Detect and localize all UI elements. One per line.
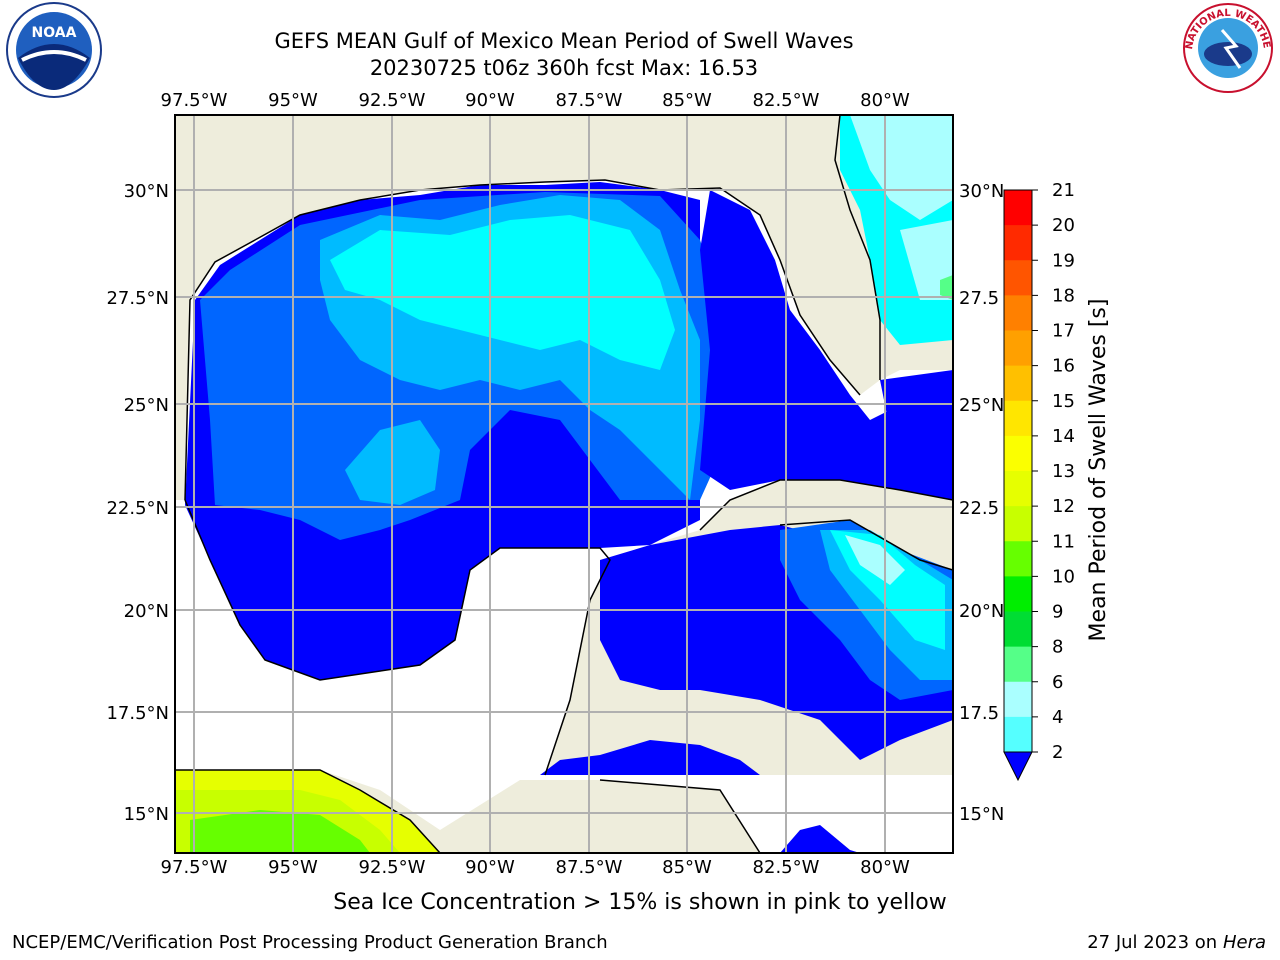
lat-label-left: 22.5°N [106,498,169,519]
svg-text:NATIONAL WEATHER SERVICE: NATIONAL WEATHER SERVICE [0,0,1272,50]
colorbar-segment [1004,541,1032,577]
lon-label-top: 92.5°W [359,90,426,111]
noaa-logo: NOAA [6,2,102,98]
lon-label-bottom: 90°W [465,857,515,878]
lon-label-top: 97.5°W [161,90,228,111]
colorbar-tick-label: 13 [1052,461,1075,482]
colorbar-tick-label: 12 [1052,496,1075,517]
lon-label-top: 87.5°W [556,90,623,111]
footer-date-text: 27 Jul 2023 on [1087,932,1223,953]
colorbar-tick-label: 4 [1052,707,1063,728]
colorbar-tick-label: 21 [1052,180,1075,201]
map-title: GEFS MEAN Gulf of Mexico Mean Period of … [274,29,854,53]
colorbar-tick-label: 9 [1052,602,1063,623]
lat-label-left: 25°N [124,395,169,416]
colorbar-segment [1004,716,1032,753]
colorbar-segment [1004,190,1032,226]
lat-label-right: 17.5 [959,703,999,724]
lon-label-bottom: 87.5°W [556,857,623,878]
lon-label-bottom: 95°W [268,857,318,878]
lat-label-right: 30°N [959,181,1004,202]
colorbar-tick-label: 19 [1052,250,1075,271]
map-frame [174,114,954,854]
colorbar-segment [1004,611,1032,648]
colorbar-segment [1004,365,1032,402]
colorbar-tick-label: 20 [1052,215,1075,236]
map-plot-area [175,115,953,853]
lat-label-left: 27.5°N [106,288,169,309]
nws-logo: NATIONAL WEATHER SERVICE [0,0,1273,93]
lat-label-left: 30°N [124,181,169,202]
colorbar-segment [1004,435,1032,472]
lon-label-top: 95°W [268,90,318,111]
colorbar-segment [1004,576,1032,612]
colorbar-tick-label: 11 [1052,531,1075,552]
colorbar-tick-label: 2 [1052,742,1063,763]
lon-label-bottom: 92.5°W [359,857,426,878]
colorbar: 21 20 19 18 17 16 15 14 13 12 11 10 9 8 6 4 2 [1003,180,1075,782]
colorbar-tick-label: 8 [1052,637,1063,658]
lon-label-bottom: 97.5°W [161,857,228,878]
lat-label-right: 22.5 [959,498,999,519]
footer-machine: Hera [1222,932,1266,953]
lon-label-bottom: 80°W [860,857,910,878]
colorbar-tick-label: 10 [1052,566,1075,587]
colorbar-extend [1003,751,1033,782]
lon-label-top: 85°W [662,90,712,111]
lat-label-left: 20°N [124,601,169,622]
colorbar-label: Mean Period of Swell Waves [s] [1086,299,1111,642]
lon-label-top: 82.5°W [753,90,820,111]
sea-ice-note: Sea Ice Concentration > 15% is shown in … [333,890,947,915]
footer-credit: NCEP/EMC/Verification Post Processing Pr… [12,932,608,953]
colorbar-tick-label: 16 [1052,356,1075,377]
colorbar-segment [1004,646,1032,683]
lat-label-left: 15°N [124,804,169,825]
colorbar-tick-label: 17 [1052,321,1075,342]
lat-label-right: 20°N [959,601,1004,622]
colorbar-tick-label: 14 [1052,426,1075,447]
lon-label-bottom: 85°W [662,857,712,878]
footer-date: 27 Jul 2023 on Hera [1087,932,1266,953]
colorbar-segment [1004,400,1032,437]
colorbar-segment [1004,225,1032,261]
colorbar-segment [1004,260,1032,296]
lat-label-right: 25°N [959,395,1004,416]
lon-label-top: 80°W [860,90,910,111]
colorbar-tick-label: 18 [1052,285,1075,306]
noaa-logo-text: NOAA [32,25,77,41]
lon-label-top: 90°W [465,90,515,111]
lon-label-bottom: 82.5°W [753,857,820,878]
lat-label-right: 15°N [959,804,1004,825]
colorbar-tick-label: 15 [1052,391,1075,412]
colorbar-segment [1004,295,1032,331]
map-subtitle: 20230725 t06z 360h fcst Max: 16.53 [369,56,759,80]
colorbar-segment [1004,471,1032,507]
lat-label-right: 27.5 [959,288,999,309]
colorbar-segment [1004,506,1032,542]
colorbar-segment [1004,330,1032,367]
lat-label-left: 17.5°N [106,703,169,724]
colorbar-segment [1004,681,1032,718]
colorbar-tick-label: 6 [1052,672,1063,693]
